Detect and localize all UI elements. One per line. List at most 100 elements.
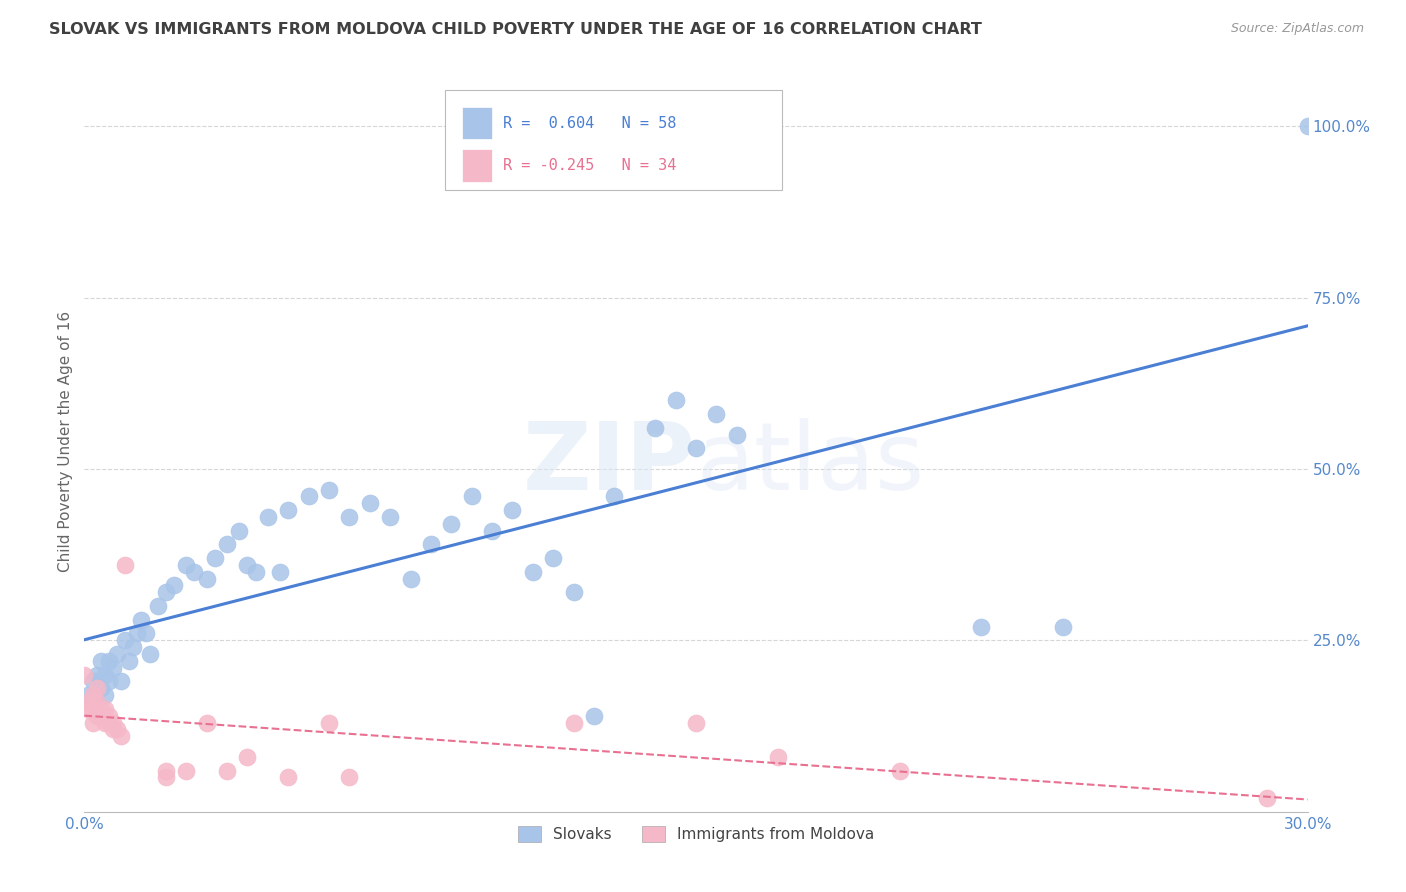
Point: [236, 750, 259, 764]
Point: [138, 647, 160, 661]
Point: [86, 681, 108, 696]
Point: [82, 702, 104, 716]
Point: [481, 524, 503, 538]
Point: [236, 558, 259, 572]
Point: [114, 558, 136, 572]
FancyBboxPatch shape: [463, 150, 492, 182]
Point: [101, 715, 124, 730]
Point: [277, 771, 299, 785]
Point: [318, 483, 340, 497]
Point: [90, 708, 112, 723]
Point: [245, 565, 267, 579]
Point: [440, 516, 463, 531]
Point: [257, 510, 280, 524]
Point: [155, 771, 177, 785]
Point: [217, 537, 239, 551]
Point: [970, 619, 993, 633]
Point: [93, 688, 115, 702]
Point: [174, 558, 197, 572]
Point: [339, 771, 361, 785]
Point: [86, 695, 108, 709]
Point: [114, 633, 136, 648]
Point: [204, 551, 226, 566]
Text: R =  0.604   N = 58: R = 0.604 N = 58: [503, 116, 676, 131]
Point: [725, 427, 748, 442]
Point: [318, 715, 340, 730]
Point: [277, 503, 299, 517]
Point: [86, 695, 108, 709]
Point: [155, 764, 177, 778]
Point: [93, 715, 115, 730]
FancyBboxPatch shape: [446, 90, 782, 190]
Point: [706, 407, 728, 421]
Point: [339, 510, 361, 524]
Text: ZIP: ZIP: [523, 417, 696, 509]
Point: [163, 578, 186, 592]
Point: [101, 661, 124, 675]
Point: [97, 708, 120, 723]
Point: [562, 715, 585, 730]
Text: Source: ZipAtlas.com: Source: ZipAtlas.com: [1230, 22, 1364, 36]
Point: [86, 708, 108, 723]
Point: [73, 667, 96, 681]
Point: [77, 702, 100, 716]
Point: [1052, 619, 1074, 633]
Point: [562, 585, 585, 599]
Point: [195, 572, 218, 586]
Point: [82, 674, 104, 689]
Point: [420, 537, 443, 551]
Point: [583, 708, 606, 723]
Point: [359, 496, 381, 510]
Point: [298, 489, 321, 503]
Point: [90, 702, 112, 716]
Point: [97, 654, 120, 668]
Point: [97, 715, 120, 730]
Y-axis label: Child Poverty Under the Age of 16: Child Poverty Under the Age of 16: [58, 311, 73, 572]
Point: [101, 723, 124, 737]
Point: [93, 667, 115, 681]
Point: [1296, 119, 1319, 133]
Point: [146, 599, 169, 613]
Point: [82, 688, 104, 702]
Point: [155, 585, 177, 599]
Point: [97, 674, 120, 689]
Point: [90, 654, 112, 668]
Point: [110, 729, 132, 743]
Point: [174, 764, 197, 778]
Point: [93, 702, 115, 716]
Point: [122, 640, 145, 655]
Text: R = -0.245   N = 34: R = -0.245 N = 34: [503, 158, 676, 173]
Point: [217, 764, 239, 778]
Point: [77, 695, 100, 709]
Point: [86, 667, 108, 681]
Point: [127, 626, 149, 640]
Text: SLOVAK VS IMMIGRANTS FROM MOLDOVA CHILD POVERTY UNDER THE AGE OF 16 CORRELATION : SLOVAK VS IMMIGRANTS FROM MOLDOVA CHILD …: [49, 22, 981, 37]
Point: [228, 524, 250, 538]
Point: [461, 489, 484, 503]
Point: [77, 688, 100, 702]
Point: [90, 681, 112, 696]
Point: [665, 393, 688, 408]
Point: [522, 565, 544, 579]
Point: [685, 715, 707, 730]
Point: [105, 647, 128, 661]
Point: [82, 715, 104, 730]
Point: [1256, 791, 1278, 805]
Point: [183, 565, 205, 579]
Point: [131, 613, 153, 627]
Point: [110, 674, 132, 689]
Point: [685, 442, 707, 456]
FancyBboxPatch shape: [463, 107, 492, 139]
Point: [543, 551, 565, 566]
Point: [118, 654, 141, 668]
Text: atlas: atlas: [696, 417, 924, 509]
Point: [644, 421, 666, 435]
Point: [399, 572, 422, 586]
Point: [380, 510, 402, 524]
Point: [105, 723, 128, 737]
Point: [603, 489, 626, 503]
Point: [269, 565, 291, 579]
Point: [889, 764, 911, 778]
Point: [502, 503, 524, 517]
Point: [135, 626, 157, 640]
